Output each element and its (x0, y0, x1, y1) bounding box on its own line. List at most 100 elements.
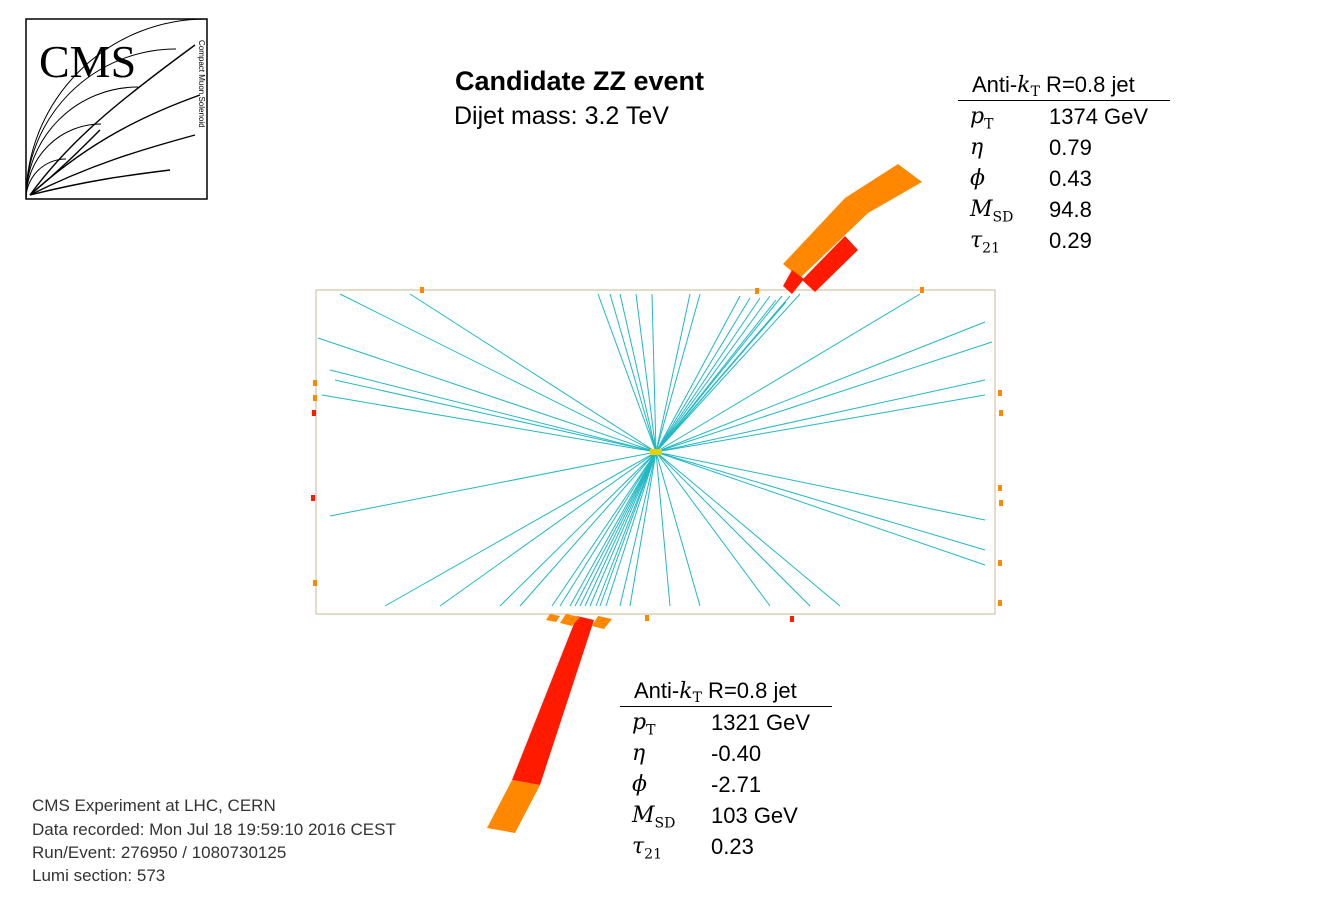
symbol-eta: η (632, 741, 646, 766)
value-tau21: 0.23 (711, 834, 754, 859)
jet-header-k: k (679, 679, 693, 704)
symbol-phi: ϕ (970, 166, 985, 191)
ecal-tower (783, 270, 804, 294)
calo-hit (998, 560, 1002, 566)
hcal-tower (546, 614, 560, 622)
hcal-tower (592, 616, 612, 629)
jet-header-k: k (1017, 73, 1031, 98)
track-line (655, 451, 771, 607)
info-lumi-section: Lumi section: 573 (32, 866, 166, 885)
track-line (629, 451, 657, 607)
track-line (317, 337, 657, 453)
symbol-pt: pT (970, 104, 994, 133)
cms-logo: CMS Compact Muon Solenoid (25, 18, 208, 200)
jet-header-T: T (692, 690, 702, 706)
track-line (499, 451, 657, 607)
value-tau21: 0.29 (1049, 228, 1092, 253)
calo-hit (312, 410, 316, 416)
track-line (589, 451, 657, 607)
track-line (655, 297, 761, 453)
track-line (635, 293, 657, 453)
symbol-tau21: τ21 (970, 228, 1000, 257)
track-line (655, 295, 771, 453)
track-line (574, 451, 657, 607)
hcal-tower (783, 198, 868, 278)
symbol-pt: pT (632, 710, 656, 739)
track-line (329, 369, 657, 453)
jet-table-rule (620, 706, 832, 707)
event-subtitle: Dijet mass: 3.2 TeV (454, 102, 669, 130)
calo-hit (313, 395, 317, 401)
hcal-tower (487, 780, 540, 833)
track-line (519, 451, 657, 607)
jet-header-prefix: Anti- (972, 72, 1018, 97)
jet-header-suffix: R=0.8 jet (1039, 72, 1135, 97)
tracks (317, 293, 993, 607)
upper-jet-towers (783, 164, 922, 294)
track-line (619, 293, 657, 453)
symbol-msd: MSD (970, 197, 1014, 226)
track-line (597, 293, 657, 453)
track-line (655, 379, 986, 453)
track-line (584, 451, 657, 607)
calo-hit (998, 390, 1002, 396)
calo-hit (999, 500, 1003, 506)
jet-header-T: T (1030, 84, 1040, 100)
calo-hit (998, 600, 1002, 606)
track-line (409, 293, 657, 453)
jet-table-header: Anti-kT R=0.8 jet (972, 72, 1135, 100)
track-line (655, 293, 701, 453)
calo-hit (311, 495, 315, 501)
jet-table-upper: Anti-kT R=0.8 jet pT 1374 GeV η 0.79 ϕ 0… (958, 72, 1170, 262)
jet-header-suffix: R=0.8 jet (701, 678, 797, 703)
track-line (599, 451, 657, 607)
calo-hit (755, 288, 759, 294)
track-line (655, 451, 986, 521)
jet-table-rule (958, 100, 1170, 101)
value-eta: 0.79 (1049, 135, 1092, 160)
calo-hit (313, 380, 317, 386)
track-line (655, 341, 993, 453)
calo-hit (998, 485, 1002, 491)
info-data-recorded: Data recorded: Mon Jul 18 19:59:10 2016 … (32, 820, 396, 839)
hcal-tower (560, 614, 580, 626)
track-line (619, 451, 657, 607)
cms-logo-caption: Compact Muon Solenoid (197, 40, 206, 128)
track-line (655, 301, 787, 453)
primary-vertex (650, 449, 662, 455)
calo-hit (420, 287, 424, 293)
value-pt: 1374 GeV (1049, 104, 1149, 129)
track-line (569, 451, 657, 607)
track-line (655, 451, 986, 566)
track-line (655, 451, 986, 551)
jet-table-header: Anti-kT R=0.8 jet (634, 678, 797, 706)
track-line (655, 293, 801, 453)
calo-hit (999, 410, 1003, 416)
track-line (329, 451, 657, 517)
symbol-tau21: τ21 (632, 834, 662, 863)
symbol-phi: ϕ (632, 772, 647, 797)
track-line (655, 295, 741, 453)
track-line (655, 451, 671, 607)
track-line (655, 293, 691, 453)
track-line (655, 394, 986, 453)
track-line (655, 451, 701, 607)
track-line (579, 451, 657, 607)
track-line (609, 293, 657, 453)
track-line (655, 293, 921, 453)
cms-logo-text: CMS (39, 36, 136, 87)
ecal-tower (802, 236, 858, 292)
value-eta: -0.40 (711, 741, 762, 766)
info-experiment: CMS Experiment at LHC, CERN (32, 796, 276, 815)
track-line (559, 451, 657, 607)
track-line (651, 293, 657, 453)
calo-hits (311, 287, 1003, 622)
calo-hit (790, 616, 794, 622)
symbol-eta: η (970, 135, 984, 160)
value-phi: -2.71 (711, 772, 762, 797)
calo-hit (645, 615, 649, 621)
value-pt: 1321 GeV (711, 710, 811, 735)
track-line (605, 451, 657, 607)
track-line (655, 451, 811, 607)
info-run-event: Run/Event: 276950 / 1080730125 (32, 843, 287, 862)
